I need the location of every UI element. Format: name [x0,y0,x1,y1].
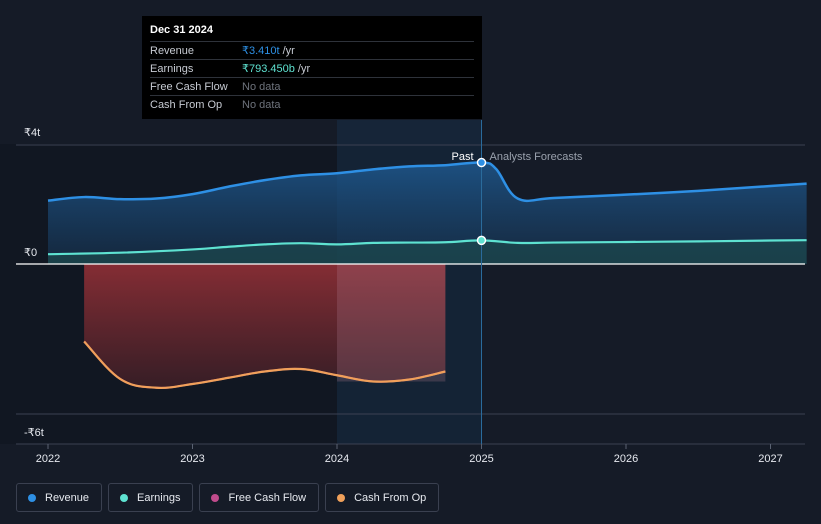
tooltip-value: ₹3.410t [242,45,280,57]
tooltip-unit: /yr [282,44,295,57]
tooltip: Dec 31 2024 Revenue ₹3.410t /yr Earnings… [142,16,482,119]
tooltip-value: No data [242,80,281,93]
forecast-label: Analysts Forecasts [490,151,583,163]
y-tick-label: ₹0 [24,247,37,259]
y-tick-label: -₹6t [24,427,44,439]
highlight-point-earnings [476,235,487,246]
chart-svg: Past Analysts Forecasts ₹4t ₹0 -₹6t 2022 2023 2… [16,120,807,465]
legend-item-free-cash-flow[interactable]: Free Cash Flow [199,483,320,512]
tooltip-row-earnings: Earnings ₹793.450b /yr [150,59,474,77]
highlight-point-revenue [476,157,487,168]
legend-dot-icon [120,493,129,502]
tooltip-row-revenue: Revenue ₹3.410t /yr [150,41,474,59]
financial-chart: Past Analysts Forecasts ₹4t ₹0 -₹6t 2022 2023 2… [16,120,807,465]
revenue-line [47,161,807,203]
x-tick-label: 2023 [180,453,204,465]
legend-dot-icon [211,493,220,502]
tooltip-row-cash-from-op: Cash From Op No data [150,95,474,113]
free-cash-flow-highlight [337,264,446,382]
legend: Revenue Earnings Free Cash Flow Cash Fro… [16,483,440,512]
legend-dot-icon [337,493,346,502]
tooltip-label: Cash From Op [150,98,223,111]
tooltip-date: Dec 31 2024 [150,24,213,36]
tooltip-label: Revenue [150,44,195,57]
revenue-area [48,162,807,264]
tooltip-label: Free Cash Flow [150,80,228,93]
x-tick-label: 2025 [469,453,493,465]
past-label: Past [451,151,473,163]
legend-dot-icon [28,493,36,502]
legend-item-revenue[interactable]: Revenue [16,483,103,512]
legend-item-earnings[interactable]: Earnings [108,483,194,512]
x-tick-label: 2027 [758,453,782,465]
tooltip-row-free-cash-flow: Free Cash Flow No data [150,77,474,95]
free-cash-flow-area [84,264,446,388]
tooltip-value: ₹793.450b [242,63,295,75]
y-tick-label: ₹4t [24,127,40,139]
legend-label: Revenue [45,491,90,504]
x-tick-label: 2026 [614,453,638,465]
earnings-line [47,239,807,256]
legend-label: Cash From Op [354,491,427,504]
legend-item-cash-from-op[interactable]: Cash From Op [325,483,440,512]
x-tick-label: 2024 [325,453,349,465]
tooltip-unit: /yr [297,62,311,75]
legend-label: Earnings [137,491,181,504]
legend-label: Free Cash Flow [228,491,307,504]
cash-from-op-line [83,340,446,390]
tooltip-value: No data [242,98,281,111]
x-tick-label: 2022 [36,453,60,465]
tooltip-label: Earnings [150,62,194,75]
